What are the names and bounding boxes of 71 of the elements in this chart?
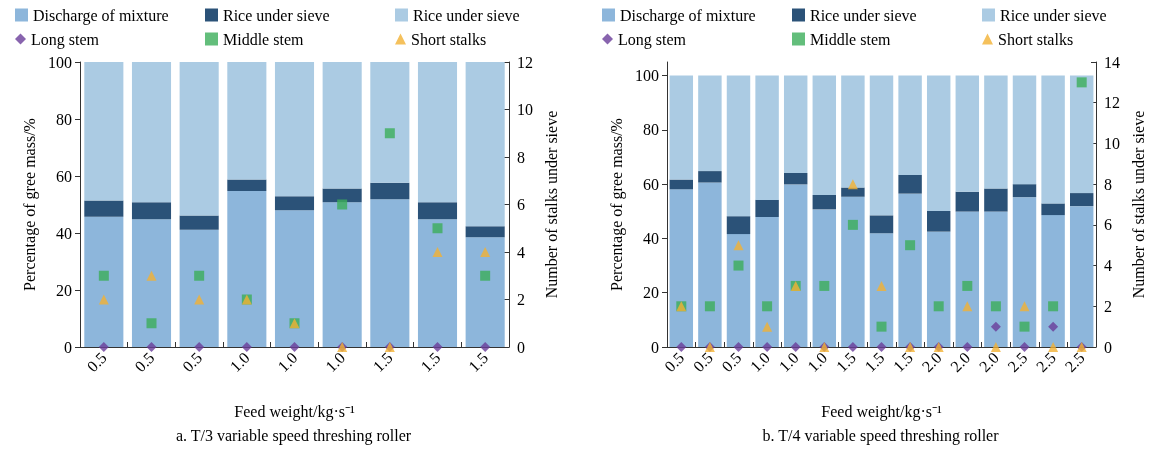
- legend-label: Middle stem: [810, 30, 891, 48]
- y2-tick-label: 2: [517, 291, 525, 308]
- x-tick-label: 2.0: [975, 348, 1002, 376]
- x-tick-label: 0.5: [83, 348, 110, 376]
- x-tick-label: 1.5: [832, 348, 859, 376]
- y2-tick-label: 2: [1104, 297, 1112, 315]
- x-tick-label: 2.5: [1032, 348, 1060, 376]
- y2-tick-label: 8: [1104, 175, 1112, 193]
- x-tick-label: 1.5: [465, 348, 492, 376]
- x-tick-label: 1.0: [804, 348, 831, 376]
- y-tick-label: 40: [56, 224, 72, 242]
- x-tick-label: 0.5: [689, 348, 716, 376]
- y2-axis-title: Number of stalks under sieve: [543, 110, 561, 299]
- y-tick-label: 0: [651, 338, 659, 356]
- y2-tick-label: 8: [517, 148, 525, 166]
- y-tick-label: 0: [64, 338, 72, 356]
- x-tick-label: 0.5: [131, 348, 158, 376]
- y2-tick-label: 0: [1104, 338, 1112, 356]
- x-tick-label: 2.0: [918, 348, 945, 376]
- y-tick-label: 60: [56, 167, 72, 185]
- y-tick-label: 40: [643, 229, 659, 247]
- x-tick-label: 1.0: [322, 348, 349, 376]
- x-tick-label: 1.5: [889, 348, 917, 376]
- text: b. T/4 variable speed threshing roller: [762, 426, 1000, 445]
- x-tick-label: 1.0: [775, 348, 802, 376]
- y2-tick-label: 4: [1104, 257, 1112, 275]
- x-tick-label: 2.0: [947, 348, 974, 376]
- x-axis-title: Feed weight/kg·s⁻¹: [821, 402, 942, 421]
- x-tick-label: 1.0: [226, 348, 253, 376]
- y-tick-label: 80: [56, 110, 72, 128]
- legend-label: Discharge of mixture: [33, 6, 169, 25]
- y2-tick-label: 4: [517, 243, 525, 261]
- x-tick-label: 2.5: [1004, 348, 1031, 376]
- x-axis-title: Feed weight/kg·s⁻¹: [234, 402, 355, 421]
- x-tick-label: 1.5: [861, 348, 888, 376]
- y-axis-title: Percentage of gree mass/%: [607, 118, 626, 291]
- y2-tick-label: 6: [517, 196, 525, 213]
- legend-label: Rice under sieve: [223, 6, 330, 24]
- legend-label: Short stalks: [411, 30, 487, 48]
- y2-tick-label: 14: [1104, 53, 1120, 71]
- text: a. T/3 variable speed threshing roller: [175, 426, 412, 445]
- legend-label: Rice under sieve: [810, 6, 917, 24]
- x-tick-label: 0.5: [661, 348, 688, 376]
- legend-label: Middle stem: [223, 30, 304, 48]
- y-tick-label: 80: [643, 121, 659, 139]
- legend-label: Long stem: [31, 30, 100, 49]
- y-axis-title: Percentage of gree mass/%: [20, 118, 39, 291]
- y-tick-label: 100: [48, 53, 72, 71]
- y2-axis-title: Number of stalks under sieve: [1130, 110, 1148, 299]
- legend-label: Discharge of mixture: [620, 6, 756, 25]
- y2-tick-label: 6: [1104, 216, 1112, 234]
- y-tick-label: 60: [643, 175, 659, 193]
- legend-label: Rice under sieve: [1000, 6, 1107, 24]
- y-tick-label: 20: [643, 284, 659, 302]
- x-tick-label: 0.5: [179, 348, 206, 376]
- y2-tick-label: 10: [1104, 134, 1120, 152]
- x-tick-label: 2.5: [1061, 348, 1088, 376]
- x-tick-label: 1.0: [274, 348, 301, 376]
- y-tick-label: 20: [56, 281, 72, 299]
- x-tick-label: 1.5: [417, 348, 444, 376]
- x-tick-label: 1.5: [369, 348, 396, 376]
- legend-label: Short stalks: [998, 30, 1074, 48]
- y2-tick-label: 10: [517, 101, 533, 118]
- x-tick-label: 0.5: [718, 348, 745, 376]
- y2-tick-label: 0: [517, 338, 525, 356]
- x-tick-label: 1.0: [746, 348, 774, 376]
- y2-tick-label: 12: [1104, 94, 1120, 112]
- y-tick-label: 100: [635, 67, 659, 85]
- legend-label: Long stem: [618, 30, 687, 49]
- y2-tick-label: 12: [517, 53, 533, 71]
- legend-label: Rice under sieve: [413, 6, 520, 24]
